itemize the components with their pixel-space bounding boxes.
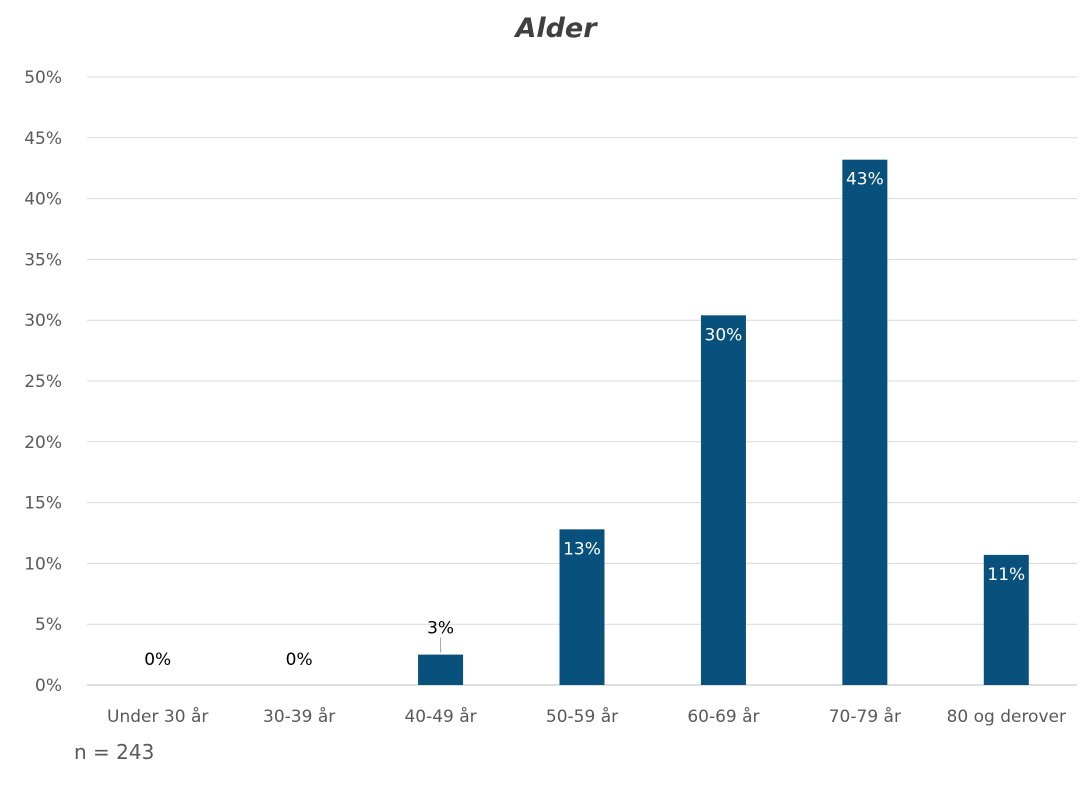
y-tick-label: 30% [24, 311, 62, 331]
data-label: 30% [705, 325, 743, 345]
chart-title: Alder [513, 13, 598, 44]
data-label: 3% [427, 619, 454, 639]
y-tick-label: 25% [24, 372, 62, 392]
y-tick-label: 15% [24, 494, 62, 514]
y-tick-label: 5% [35, 615, 62, 635]
data-labels: 0% 0% 3% 13% 30% 43% 11% [144, 170, 1025, 670]
sample-size-note: n = 243 [74, 740, 155, 764]
x-axis-ticks: Under 30 år 30-39 år 40-49 år 50-59 år 60-69… [107, 706, 1066, 727]
bar [700, 315, 746, 685]
x-tick-label: Under 30 år [107, 706, 208, 727]
bar [559, 529, 605, 685]
y-tick-label: 45% [24, 129, 62, 149]
bars [418, 159, 1029, 686]
y-tick-label: 10% [24, 554, 62, 574]
bar [983, 554, 1029, 685]
y-tick-label: 20% [24, 433, 62, 453]
data-label: 11% [987, 565, 1025, 585]
data-label: 43% [846, 170, 884, 190]
y-tick-label: 50% [24, 68, 62, 88]
y-tick-label: 40% [24, 190, 62, 210]
y-tick-label: 0% [35, 676, 62, 696]
x-tick-label: 80 og derover [947, 707, 1066, 727]
y-axis-ticks: 0% 5% 10% 15% 20% 25% 30% 35% 40% 45% 50% [24, 68, 62, 696]
data-label: 0% [144, 650, 171, 670]
x-tick-label: 40-49 år [404, 706, 476, 727]
gridlines [87, 76, 1077, 686]
y-tick-label: 35% [24, 250, 62, 270]
x-tick-label: 50-59 år [546, 706, 618, 727]
x-tick-label: 70-79 år [829, 706, 901, 727]
data-label: 0% [286, 650, 313, 670]
bar [418, 654, 464, 685]
x-tick-label: 60-69 år [687, 706, 759, 727]
x-tick-label: 30-39 år [263, 706, 335, 727]
data-label: 13% [563, 539, 601, 559]
bar [842, 159, 888, 686]
